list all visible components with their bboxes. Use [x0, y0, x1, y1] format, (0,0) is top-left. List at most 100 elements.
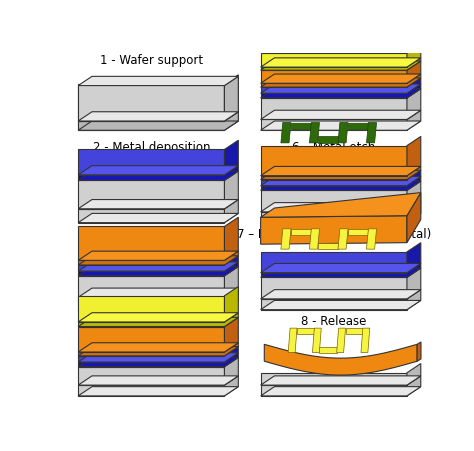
Polygon shape	[407, 85, 421, 99]
Polygon shape	[261, 278, 407, 299]
Text: 4 - Metal deposition: 4 - Metal deposition	[92, 314, 210, 327]
Polygon shape	[78, 358, 238, 367]
Polygon shape	[261, 94, 407, 99]
Polygon shape	[78, 327, 225, 352]
Polygon shape	[261, 59, 421, 68]
Polygon shape	[225, 287, 238, 322]
Polygon shape	[261, 301, 421, 310]
Polygon shape	[312, 328, 321, 353]
Polygon shape	[261, 193, 421, 218]
Polygon shape	[261, 182, 421, 191]
Polygon shape	[225, 358, 238, 385]
Polygon shape	[78, 122, 225, 131]
Polygon shape	[288, 328, 297, 353]
Polygon shape	[261, 268, 421, 278]
Polygon shape	[78, 166, 238, 175]
Polygon shape	[407, 79, 421, 94]
Polygon shape	[261, 88, 407, 94]
Polygon shape	[78, 261, 225, 265]
Polygon shape	[366, 123, 376, 143]
Polygon shape	[310, 31, 319, 51]
Polygon shape	[407, 177, 421, 191]
Polygon shape	[407, 137, 421, 176]
Polygon shape	[225, 141, 238, 175]
Polygon shape	[261, 71, 407, 84]
Polygon shape	[225, 313, 238, 327]
Polygon shape	[261, 214, 421, 223]
Polygon shape	[261, 376, 421, 385]
Polygon shape	[78, 301, 238, 310]
Polygon shape	[407, 264, 421, 278]
Text: 2 - Metal deposition: 2 - Metal deposition	[92, 141, 210, 154]
Text: 1 - Wafer support: 1 - Wafer support	[100, 54, 203, 67]
Polygon shape	[225, 252, 238, 265]
Polygon shape	[261, 75, 421, 84]
Polygon shape	[261, 177, 421, 186]
Polygon shape	[225, 262, 238, 276]
Polygon shape	[261, 85, 421, 94]
Polygon shape	[261, 216, 407, 244]
Polygon shape	[261, 120, 407, 131]
Polygon shape	[261, 62, 421, 71]
Polygon shape	[261, 68, 407, 71]
Polygon shape	[319, 347, 337, 353]
Polygon shape	[261, 212, 407, 223]
Polygon shape	[261, 84, 407, 88]
Polygon shape	[348, 229, 368, 236]
Polygon shape	[261, 186, 407, 191]
Polygon shape	[407, 243, 421, 273]
Polygon shape	[261, 111, 421, 120]
Polygon shape	[407, 75, 421, 88]
Polygon shape	[261, 89, 421, 99]
Polygon shape	[366, 229, 376, 249]
Polygon shape	[78, 256, 238, 265]
Polygon shape	[310, 123, 319, 143]
Polygon shape	[261, 385, 407, 396]
Polygon shape	[261, 171, 421, 180]
Polygon shape	[348, 31, 368, 37]
Polygon shape	[78, 227, 225, 261]
Polygon shape	[78, 356, 225, 362]
Polygon shape	[407, 364, 421, 385]
Polygon shape	[78, 376, 238, 385]
Polygon shape	[78, 112, 238, 122]
Polygon shape	[407, 203, 421, 223]
Polygon shape	[291, 31, 311, 37]
Polygon shape	[78, 367, 225, 385]
Polygon shape	[225, 76, 238, 122]
Polygon shape	[78, 214, 238, 223]
Polygon shape	[297, 328, 314, 334]
Polygon shape	[261, 99, 407, 120]
Polygon shape	[407, 167, 421, 180]
Polygon shape	[338, 229, 348, 249]
Polygon shape	[78, 175, 225, 181]
Polygon shape	[78, 322, 225, 327]
Polygon shape	[78, 272, 225, 276]
Polygon shape	[407, 111, 421, 131]
Polygon shape	[78, 150, 225, 175]
Polygon shape	[407, 89, 421, 120]
Polygon shape	[281, 31, 291, 51]
Polygon shape	[261, 290, 421, 299]
Polygon shape	[225, 347, 238, 362]
Polygon shape	[78, 262, 238, 272]
Polygon shape	[225, 218, 238, 261]
Polygon shape	[281, 229, 291, 249]
Polygon shape	[225, 200, 238, 223]
Polygon shape	[78, 352, 225, 356]
Polygon shape	[264, 345, 417, 375]
Text: 7 – Lift-off (polyimide and metal): 7 – Lift-off (polyimide and metal)	[237, 227, 431, 240]
Text: 8 - Release: 8 - Release	[301, 314, 366, 327]
Polygon shape	[261, 176, 407, 180]
Polygon shape	[78, 87, 225, 122]
Polygon shape	[225, 256, 238, 272]
Polygon shape	[407, 290, 421, 310]
Polygon shape	[78, 313, 238, 322]
Polygon shape	[318, 137, 338, 143]
Polygon shape	[78, 353, 238, 362]
Polygon shape	[318, 45, 338, 51]
Polygon shape	[291, 123, 311, 130]
Polygon shape	[407, 45, 421, 68]
Text: 3 – PI 2611 spincoating: 3 – PI 2611 spincoating	[83, 227, 220, 240]
Polygon shape	[78, 385, 225, 396]
